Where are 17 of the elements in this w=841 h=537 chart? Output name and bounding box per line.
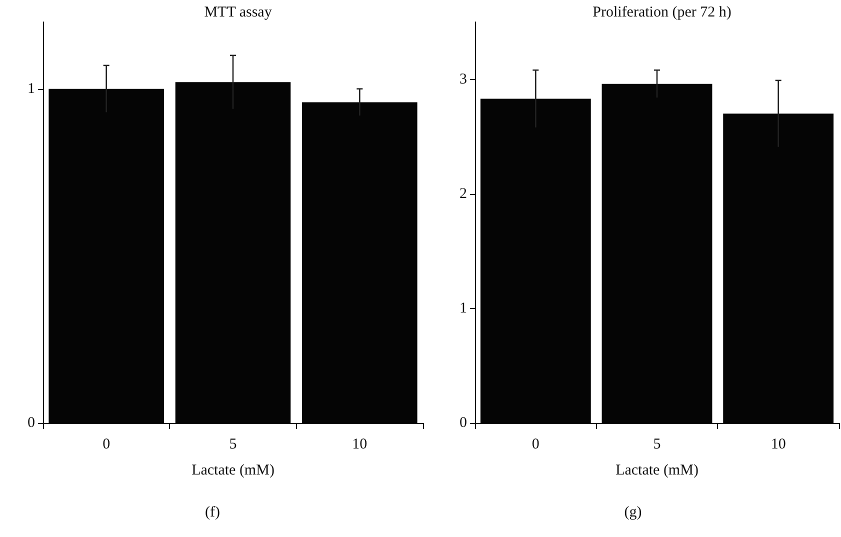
x-tick-label: 10 [352,436,368,452]
y-tick-label: 1 [460,300,467,316]
x-axis-title: Lactate (mM) [616,462,698,478]
x-tick-label: 5 [653,436,661,452]
text: (f) [205,504,220,520]
y-tick-label: 1 [28,80,35,97]
x-tick-label: 0 [102,436,110,452]
y-tick-label: 3 [460,71,467,88]
chart-title: Proliferation (per 72 h) [592,4,732,20]
chart-title: MTT assay [204,4,272,20]
text: (g) [624,504,642,520]
y-tick-label: 0 [460,415,467,431]
x-tick-label: 10 [770,436,786,452]
x-axis-title: Lactate (mM) [192,462,274,478]
x-tick-label: 5 [229,436,237,452]
y-tick-label: 2 [460,186,467,202]
x-tick-label: 0 [532,436,540,452]
